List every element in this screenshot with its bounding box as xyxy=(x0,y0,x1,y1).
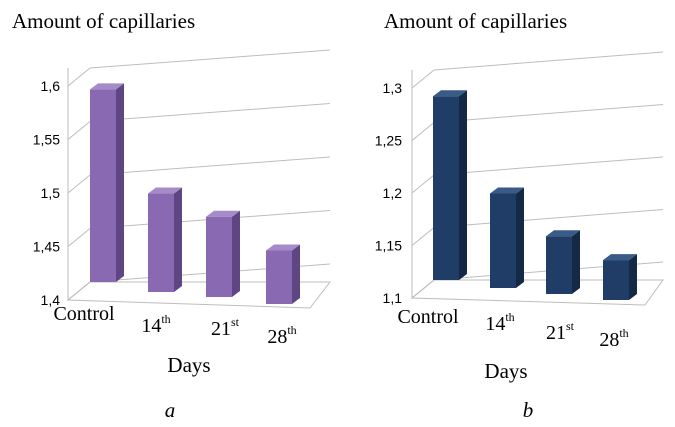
gridline-depth xyxy=(67,174,91,194)
gridline xyxy=(433,51,664,71)
bars xyxy=(433,90,637,300)
bar-top xyxy=(546,230,580,237)
bar-top xyxy=(90,83,124,90)
x-tick-label: Control xyxy=(397,306,459,328)
bar xyxy=(490,187,524,288)
bar-side xyxy=(116,83,124,283)
gridline xyxy=(433,156,664,176)
bar-top xyxy=(148,187,182,194)
bar-side xyxy=(459,90,467,280)
y-tick-label: 1,15 xyxy=(375,238,402,254)
chart-panel-b: Amount of capillaries 1,11,151,21,251,3 … xyxy=(375,9,664,422)
x-axis-categories: Control 14th 21st 28th xyxy=(53,303,296,348)
x-axis-categories: Control 14th 21st 28th xyxy=(397,306,628,351)
y-tick-label: 1,6 xyxy=(41,78,61,94)
y-tick-label: 1,45 xyxy=(33,239,60,255)
y-tick-label: 1,5 xyxy=(41,185,61,201)
x-tick-label: 14th xyxy=(485,310,514,335)
bar-side xyxy=(629,254,637,300)
gridline xyxy=(89,156,331,176)
gridline-depth xyxy=(67,228,91,247)
y-tick-label: 1,55 xyxy=(33,132,60,148)
x-tick-label: 28th xyxy=(267,323,296,348)
bar-top xyxy=(490,187,524,194)
chart-panel-a: Amount of capillaries 1,41,451,51,551,6 … xyxy=(12,9,332,422)
gridline xyxy=(433,104,664,123)
gridline xyxy=(433,209,664,228)
chart-floor xyxy=(66,281,332,309)
panel-label: b xyxy=(523,398,534,422)
bar xyxy=(266,244,300,304)
chart-grid xyxy=(410,51,664,306)
x-tick-label: 28th xyxy=(599,326,628,351)
gridline-depth xyxy=(411,122,435,141)
bar-side xyxy=(292,244,300,304)
gridline-depth xyxy=(67,67,91,87)
bar-side xyxy=(174,187,182,292)
bar-front xyxy=(148,193,174,292)
gridline-depth xyxy=(411,227,435,246)
y-axis-ticks: 1,1 1,15 1,2 1,25 1,3 xyxy=(375,80,402,306)
bar-front xyxy=(603,260,629,300)
bar xyxy=(546,230,580,294)
bar-front xyxy=(266,250,292,304)
x-tick-label: 14th xyxy=(141,312,170,337)
y-axis-ticks: 1,4 1,45 1,5 1,55 1,6 xyxy=(33,78,60,308)
x-axis-title: Days xyxy=(484,359,527,383)
bar-top xyxy=(206,210,240,217)
bar-front xyxy=(90,89,116,283)
y-tick-label: 1,4 xyxy=(41,292,61,308)
gridline xyxy=(89,49,331,69)
bar xyxy=(433,90,467,280)
chart-title: Amount of capillaries xyxy=(384,9,567,33)
bar-side xyxy=(516,187,524,288)
bar-front xyxy=(490,193,516,288)
gridline-depth xyxy=(411,174,435,194)
x-axis-title: Days xyxy=(167,353,210,377)
y-tick-label: 1,3 xyxy=(383,80,403,96)
bar xyxy=(148,187,182,292)
bar xyxy=(90,83,124,283)
y-tick-label: 1,2 xyxy=(383,185,403,201)
x-tick-label: 21st xyxy=(211,315,240,340)
chart-floor xyxy=(410,279,664,306)
bar-top xyxy=(603,254,637,261)
gridline xyxy=(89,103,331,122)
bar-front xyxy=(433,96,459,280)
gridline-depth xyxy=(67,121,91,140)
y-tick-label: 1,1 xyxy=(383,290,403,306)
bar-top xyxy=(433,90,467,97)
x-tick-label: Control xyxy=(53,303,115,325)
bar-side xyxy=(232,210,240,297)
bar xyxy=(206,210,240,297)
panel-label: a xyxy=(165,398,176,422)
bars xyxy=(90,83,300,304)
bar xyxy=(603,254,637,300)
x-tick-label: 21st xyxy=(546,319,575,344)
chart-title: Amount of capillaries xyxy=(12,9,195,33)
bar-top xyxy=(266,244,300,251)
y-tick-label: 1,25 xyxy=(375,133,402,149)
gridline-depth xyxy=(411,69,435,89)
bar-front xyxy=(546,236,572,294)
bar-side xyxy=(572,230,580,294)
bar-front xyxy=(206,216,232,297)
